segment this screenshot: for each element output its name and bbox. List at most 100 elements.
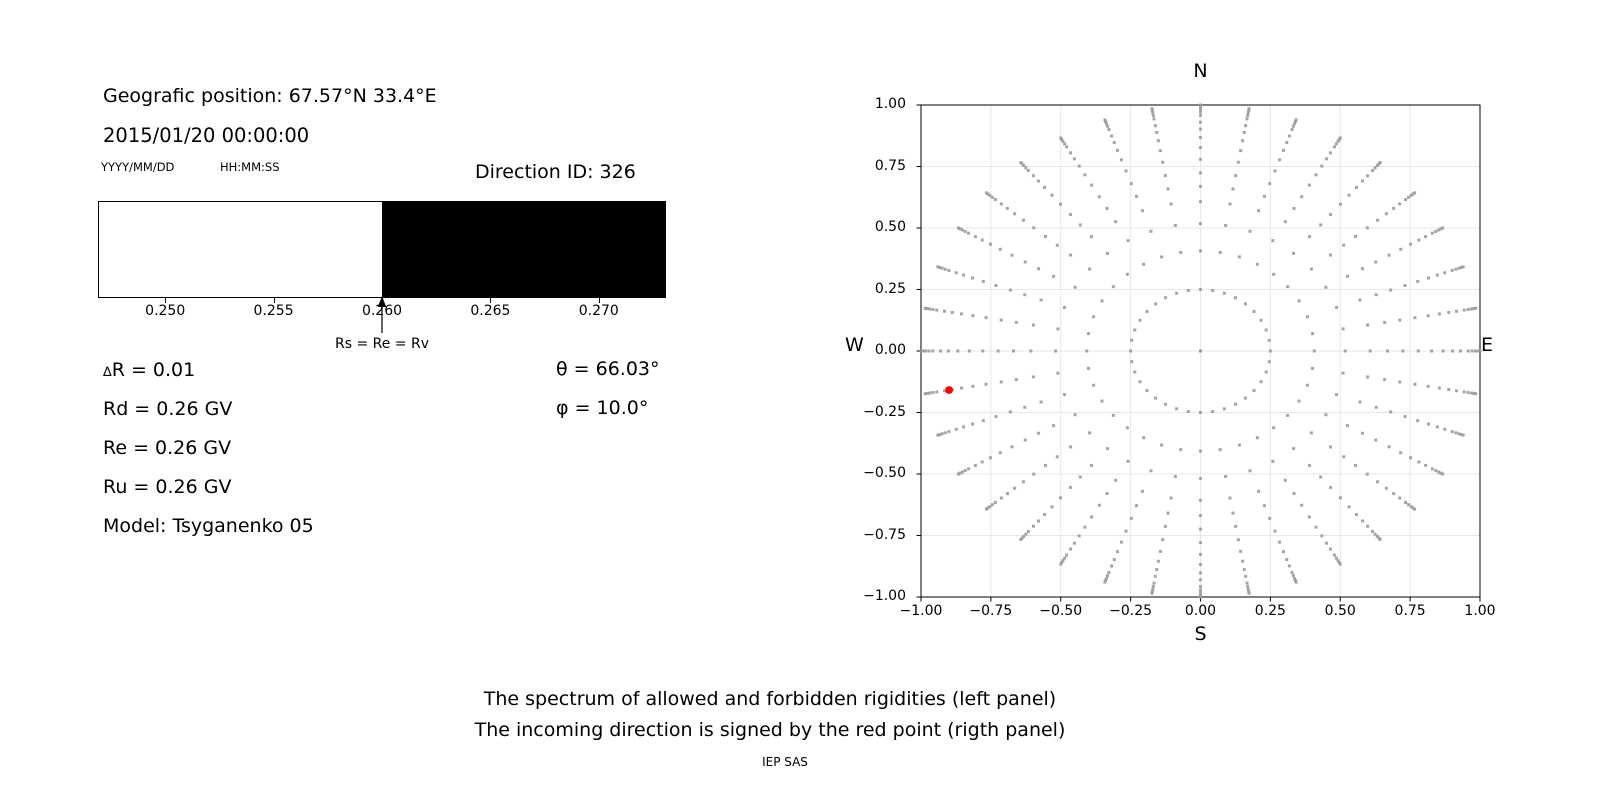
direction-dot xyxy=(1435,273,1439,277)
theta-symbol: θ xyxy=(556,358,568,380)
direction-dot xyxy=(1409,193,1413,197)
direction-dot xyxy=(1457,432,1461,436)
direction-dot xyxy=(973,463,977,467)
direction-dot xyxy=(1199,120,1202,124)
direction-dot xyxy=(1308,235,1312,239)
direction-dot xyxy=(919,349,923,353)
direction-dot xyxy=(1130,360,1134,364)
direction-dot xyxy=(1286,285,1290,289)
direction-dot xyxy=(1106,124,1110,128)
direction-dot xyxy=(1248,469,1252,473)
direction-dot xyxy=(1255,436,1259,440)
direction-dot xyxy=(1012,349,1016,353)
direction-dot xyxy=(1329,213,1333,217)
direction-dot xyxy=(971,422,975,426)
direction-dot xyxy=(935,390,939,394)
direction-dot xyxy=(1474,349,1478,353)
direction-dot xyxy=(1199,552,1202,556)
direction-dot xyxy=(1199,105,1202,109)
direction-dot xyxy=(1360,267,1364,271)
direction-dot xyxy=(1153,124,1157,128)
direction-dot xyxy=(1114,220,1118,224)
spectrum-tick-label: 0.270 xyxy=(578,303,619,319)
direction-dot xyxy=(1366,323,1370,327)
direction-dot xyxy=(1068,485,1072,489)
direction-dot xyxy=(1031,524,1035,528)
direction-dot xyxy=(1424,235,1428,239)
direction-dot xyxy=(1150,590,1154,594)
direction-dot xyxy=(1404,500,1408,504)
direction-dot xyxy=(1161,160,1165,164)
direction-dot xyxy=(971,276,975,280)
direction-dot xyxy=(1199,200,1202,204)
direction-dot xyxy=(1156,139,1160,143)
direction-dot xyxy=(1374,293,1378,297)
direction-dot xyxy=(1154,396,1158,400)
direction-dot xyxy=(1454,309,1458,313)
credit-text: IEP SAS xyxy=(762,755,808,769)
direction-dot xyxy=(1262,194,1266,198)
direction-dot xyxy=(1060,137,1064,141)
param-phi: φ = 10.0° xyxy=(556,397,648,419)
direction-dot xyxy=(1466,391,1470,395)
direction-dot xyxy=(1231,511,1235,515)
direction-dot xyxy=(1345,424,1349,428)
direction-dot xyxy=(1022,534,1026,538)
direction-dot xyxy=(1334,556,1338,560)
direction-dot xyxy=(1443,271,1447,275)
direction-dot xyxy=(1243,396,1247,400)
direction-dot xyxy=(1126,459,1130,463)
direction-dot xyxy=(1020,162,1024,166)
direction-dot xyxy=(1043,235,1047,239)
direction-dot xyxy=(1105,492,1109,496)
direction-scatter-plot xyxy=(916,103,1482,602)
direction-dot xyxy=(954,427,958,431)
direction-dot xyxy=(1059,202,1063,206)
direction-dot xyxy=(1068,213,1072,217)
direction-dot xyxy=(931,391,935,395)
direction-dot xyxy=(1078,223,1082,227)
direction-dot xyxy=(1354,463,1358,467)
y-tick-label: −1.00 xyxy=(863,588,906,604)
direction-dot xyxy=(1199,571,1202,575)
direction-dot xyxy=(1242,130,1246,134)
direction-dot xyxy=(1409,456,1413,460)
direction-dot xyxy=(1447,310,1451,314)
direction-dot xyxy=(1072,157,1076,161)
direction-dot xyxy=(938,265,942,269)
direction-dot xyxy=(1247,108,1251,112)
direction-label-west: W xyxy=(845,334,864,356)
direction-dot xyxy=(1434,229,1438,233)
direction-dot xyxy=(923,349,927,353)
direction-dot xyxy=(1104,122,1108,126)
direction-dot xyxy=(998,247,1002,251)
direction-dot xyxy=(1164,402,1168,406)
direction-dot xyxy=(988,505,992,509)
direction-dot xyxy=(1179,448,1183,452)
direction-dot xyxy=(971,314,975,318)
direction-dot xyxy=(1337,137,1341,141)
direction-dot xyxy=(1454,267,1458,271)
direction-dot xyxy=(1160,255,1164,259)
direction-dot xyxy=(1056,327,1060,331)
direction-dot xyxy=(931,307,935,311)
direction-dot xyxy=(1164,296,1168,300)
direction-dot xyxy=(1290,128,1294,132)
direction-dot xyxy=(1374,260,1378,264)
direction-dot xyxy=(960,386,964,390)
direction-dot xyxy=(1236,160,1240,164)
direction-dot xyxy=(1294,118,1298,122)
direction-label-north: N xyxy=(1193,60,1208,82)
direction-dot xyxy=(1252,309,1256,313)
direction-dot xyxy=(1125,272,1129,276)
caption-line-2: The incoming direction is signed by the … xyxy=(474,719,1066,741)
direction-dot xyxy=(1439,471,1443,475)
direction-dot xyxy=(973,235,977,239)
direction-dot xyxy=(1403,415,1407,419)
direction-dot xyxy=(1290,570,1294,574)
direction-dot xyxy=(1389,410,1393,414)
direction-dot xyxy=(1297,299,1301,303)
direction-dot xyxy=(1239,149,1243,153)
direction-dot xyxy=(1020,536,1024,540)
direction-dot xyxy=(1342,455,1346,459)
